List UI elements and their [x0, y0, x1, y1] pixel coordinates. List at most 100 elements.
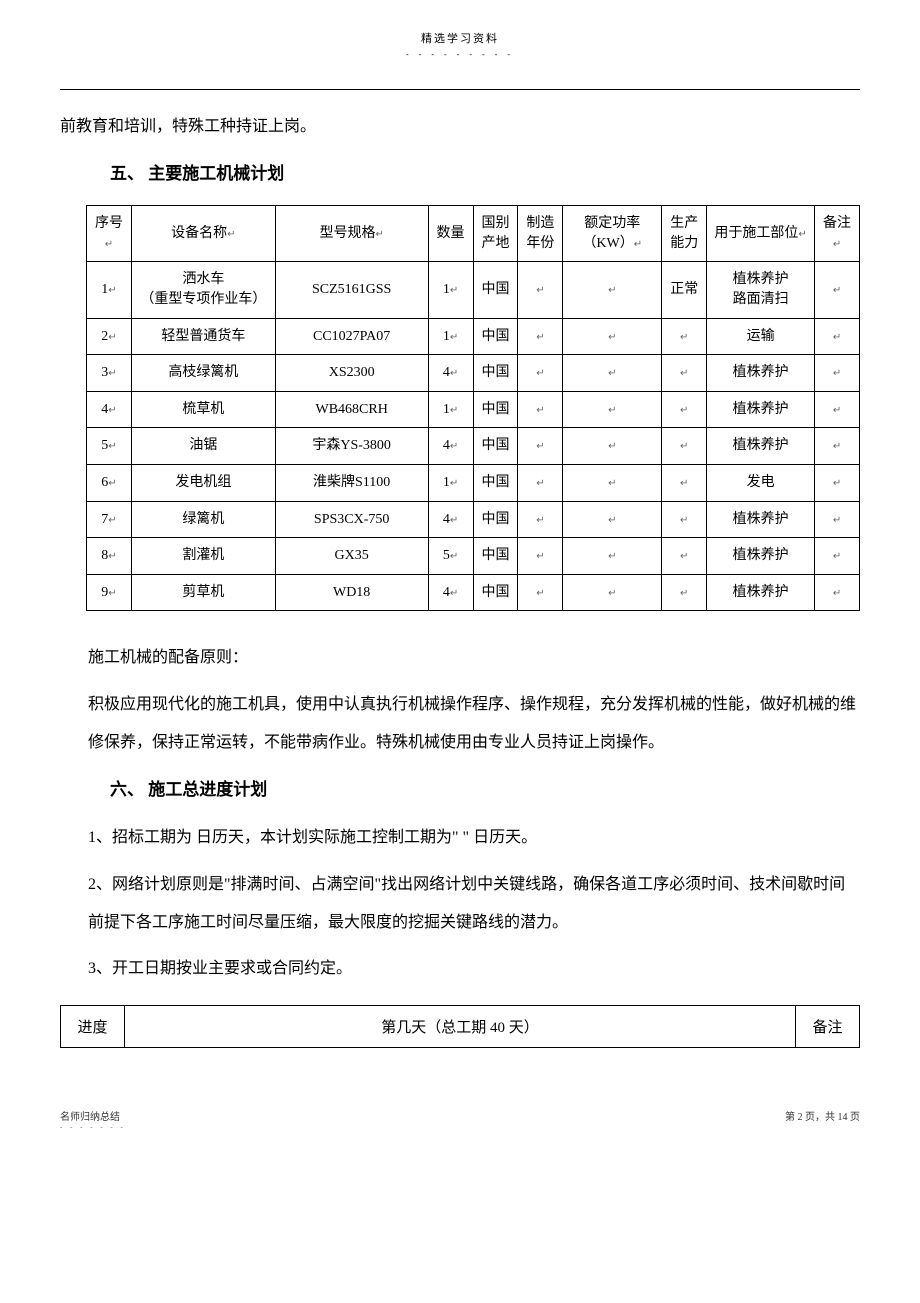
table-cell: ↵: [815, 428, 860, 465]
table-cell: 剪草机: [131, 574, 275, 611]
col-header-sl: 数量: [428, 206, 473, 262]
table-cell: ↵: [815, 464, 860, 501]
table-cell: ↵: [662, 574, 707, 611]
header-dots: - - - - - - - - -: [60, 50, 860, 59]
table-cell: 中国: [473, 574, 518, 611]
table-cell: SCZ5161GSS: [275, 262, 428, 318]
table-cell: 高枝绿篱机: [131, 355, 275, 392]
table-cell: WB468CRH: [275, 391, 428, 428]
col-header-gb: 国别产地: [473, 206, 518, 262]
table-cell: 洒水车（重型专项作业车）: [131, 262, 275, 318]
table-cell: 植株养护: [707, 428, 815, 465]
table-cell: 4↵: [428, 501, 473, 538]
table-cell: ↵: [563, 464, 662, 501]
table-cell: ↵: [662, 538, 707, 575]
table-cell: ↵: [518, 262, 563, 318]
table-cell: 植株养护: [707, 574, 815, 611]
table-cell: ↵: [518, 355, 563, 392]
table-cell: ↵: [563, 574, 662, 611]
equip-principle-heading: 施工机械的配备原则：: [60, 639, 860, 677]
col-header-bz: 备注↵: [815, 206, 860, 262]
table-cell: 梳草机: [131, 391, 275, 428]
table-cell: ↵: [563, 538, 662, 575]
table-cell: 1↵: [428, 391, 473, 428]
table-cell: 1↵: [87, 262, 132, 318]
table-cell: 中国: [473, 318, 518, 355]
p6-2: 2、网络计划原则是"排满时间、占满空间"找出网络计划中关键线路，确保各道工序必须…: [60, 866, 860, 943]
table-cell: ↵: [563, 262, 662, 318]
table-cell: 5↵: [87, 428, 132, 465]
progress-table: 进度 第几天（总工期 40 天） 备注: [60, 1005, 860, 1048]
table-cell: ↵: [815, 262, 860, 318]
table-cell: 运输: [707, 318, 815, 355]
table-cell: 中国: [473, 464, 518, 501]
col-header-xh: 序号↵: [87, 206, 132, 262]
table-cell: ↵: [518, 501, 563, 538]
table-cell: ↵: [563, 355, 662, 392]
table-cell: ↵: [815, 538, 860, 575]
table-cell: 中国: [473, 538, 518, 575]
table-cell: ↵: [518, 318, 563, 355]
section-6-heading: 六、 施工总进度计划: [60, 770, 860, 811]
progress-cell-2: 第几天（总工期 40 天）: [124, 1005, 795, 1047]
table-cell: 植株养护路面清扫: [707, 262, 815, 318]
equipment-table-body: 1↵洒水车（重型专项作业车）SCZ5161GSS1↵中国↵↵正常植株养护路面清扫…: [87, 262, 860, 611]
table-cell: ↵: [662, 355, 707, 392]
table-cell: 植株养护: [707, 538, 815, 575]
table-cell: 植株养护: [707, 501, 815, 538]
header-top-text: 精选学习资料: [60, 30, 860, 46]
table-cell: 中国: [473, 428, 518, 465]
table-cell: 1↵: [428, 318, 473, 355]
table-row: 7↵绿篱机SPS3CX-7504↵中国↵↵↵植株养护↵: [87, 501, 860, 538]
table-cell: 6↵: [87, 464, 132, 501]
table-cell: WD18: [275, 574, 428, 611]
table-cell: ↵: [662, 428, 707, 465]
table-cell: SPS3CX-750: [275, 501, 428, 538]
table-cell: 正常: [662, 262, 707, 318]
col-header-mc: 设备名称↵: [131, 206, 275, 262]
table-row: 6↵发电机组淮柴牌S11001↵中国↵↵↵发电↵: [87, 464, 860, 501]
table-cell: ↵: [815, 355, 860, 392]
table-row: 8↵割灌机GX355↵中国↵↵↵植株养护↵: [87, 538, 860, 575]
table-cell: ↵: [815, 501, 860, 538]
table-cell: 油锯: [131, 428, 275, 465]
table-cell: 5↵: [428, 538, 473, 575]
footer-right: 第 2 页，共 14 页: [785, 1108, 860, 1131]
table-cell: 发电机组: [131, 464, 275, 501]
table-cell: 3↵: [87, 355, 132, 392]
table-cell: 割灌机: [131, 538, 275, 575]
table-cell: ↵: [815, 318, 860, 355]
table-row: 2↵轻型普通货车CC1027PA071↵中国↵↵↵运输↵: [87, 318, 860, 355]
divider: [60, 89, 860, 90]
table-row: 5↵油锯宇森YS-38004↵中国↵↵↵植株养护↵: [87, 428, 860, 465]
col-header-nf: 制造年份: [518, 206, 563, 262]
table-cell: 7↵: [87, 501, 132, 538]
col-header-gw: 用于施工部位↵: [707, 206, 815, 262]
table-cell: 绿篱机: [131, 501, 275, 538]
table-cell: 8↵: [87, 538, 132, 575]
table-cell: 1↵: [428, 464, 473, 501]
progress-cell-1: 进度: [61, 1005, 125, 1047]
p6-3: 3、开工日期按业主要求或合同约定。: [60, 950, 860, 988]
table-cell: ↵: [518, 391, 563, 428]
table-cell: ↵: [518, 538, 563, 575]
table-cell: ↵: [662, 318, 707, 355]
footer-left: 名师归纳总结 - - - - - - -: [60, 1108, 126, 1131]
table-cell: GX35: [275, 538, 428, 575]
col-header-ed: 额定功率（KW）↵: [563, 206, 662, 262]
progress-cell-3: 备注: [796, 1005, 860, 1047]
table-cell: ↵: [563, 501, 662, 538]
table-cell: 淮柴牌S1100: [275, 464, 428, 501]
table-cell: 中国: [473, 501, 518, 538]
table-row: 进度 第几天（总工期 40 天） 备注: [61, 1005, 860, 1047]
table-row: 9↵剪草机WD184↵中国↵↵↵植株养护↵: [87, 574, 860, 611]
page-footer: 名师归纳总结 - - - - - - - 第 2 页，共 14 页: [60, 1108, 860, 1131]
table-cell: 宇森YS-3800: [275, 428, 428, 465]
table-row: 1↵洒水车（重型专项作业车）SCZ5161GSS1↵中国↵↵正常植株养护路面清扫…: [87, 262, 860, 318]
table-cell: 中国: [473, 391, 518, 428]
table-cell: ↵: [563, 391, 662, 428]
table-cell: ↵: [563, 318, 662, 355]
table-cell: 植株养护: [707, 355, 815, 392]
table-cell: ↵: [662, 464, 707, 501]
table-cell: ↵: [518, 574, 563, 611]
